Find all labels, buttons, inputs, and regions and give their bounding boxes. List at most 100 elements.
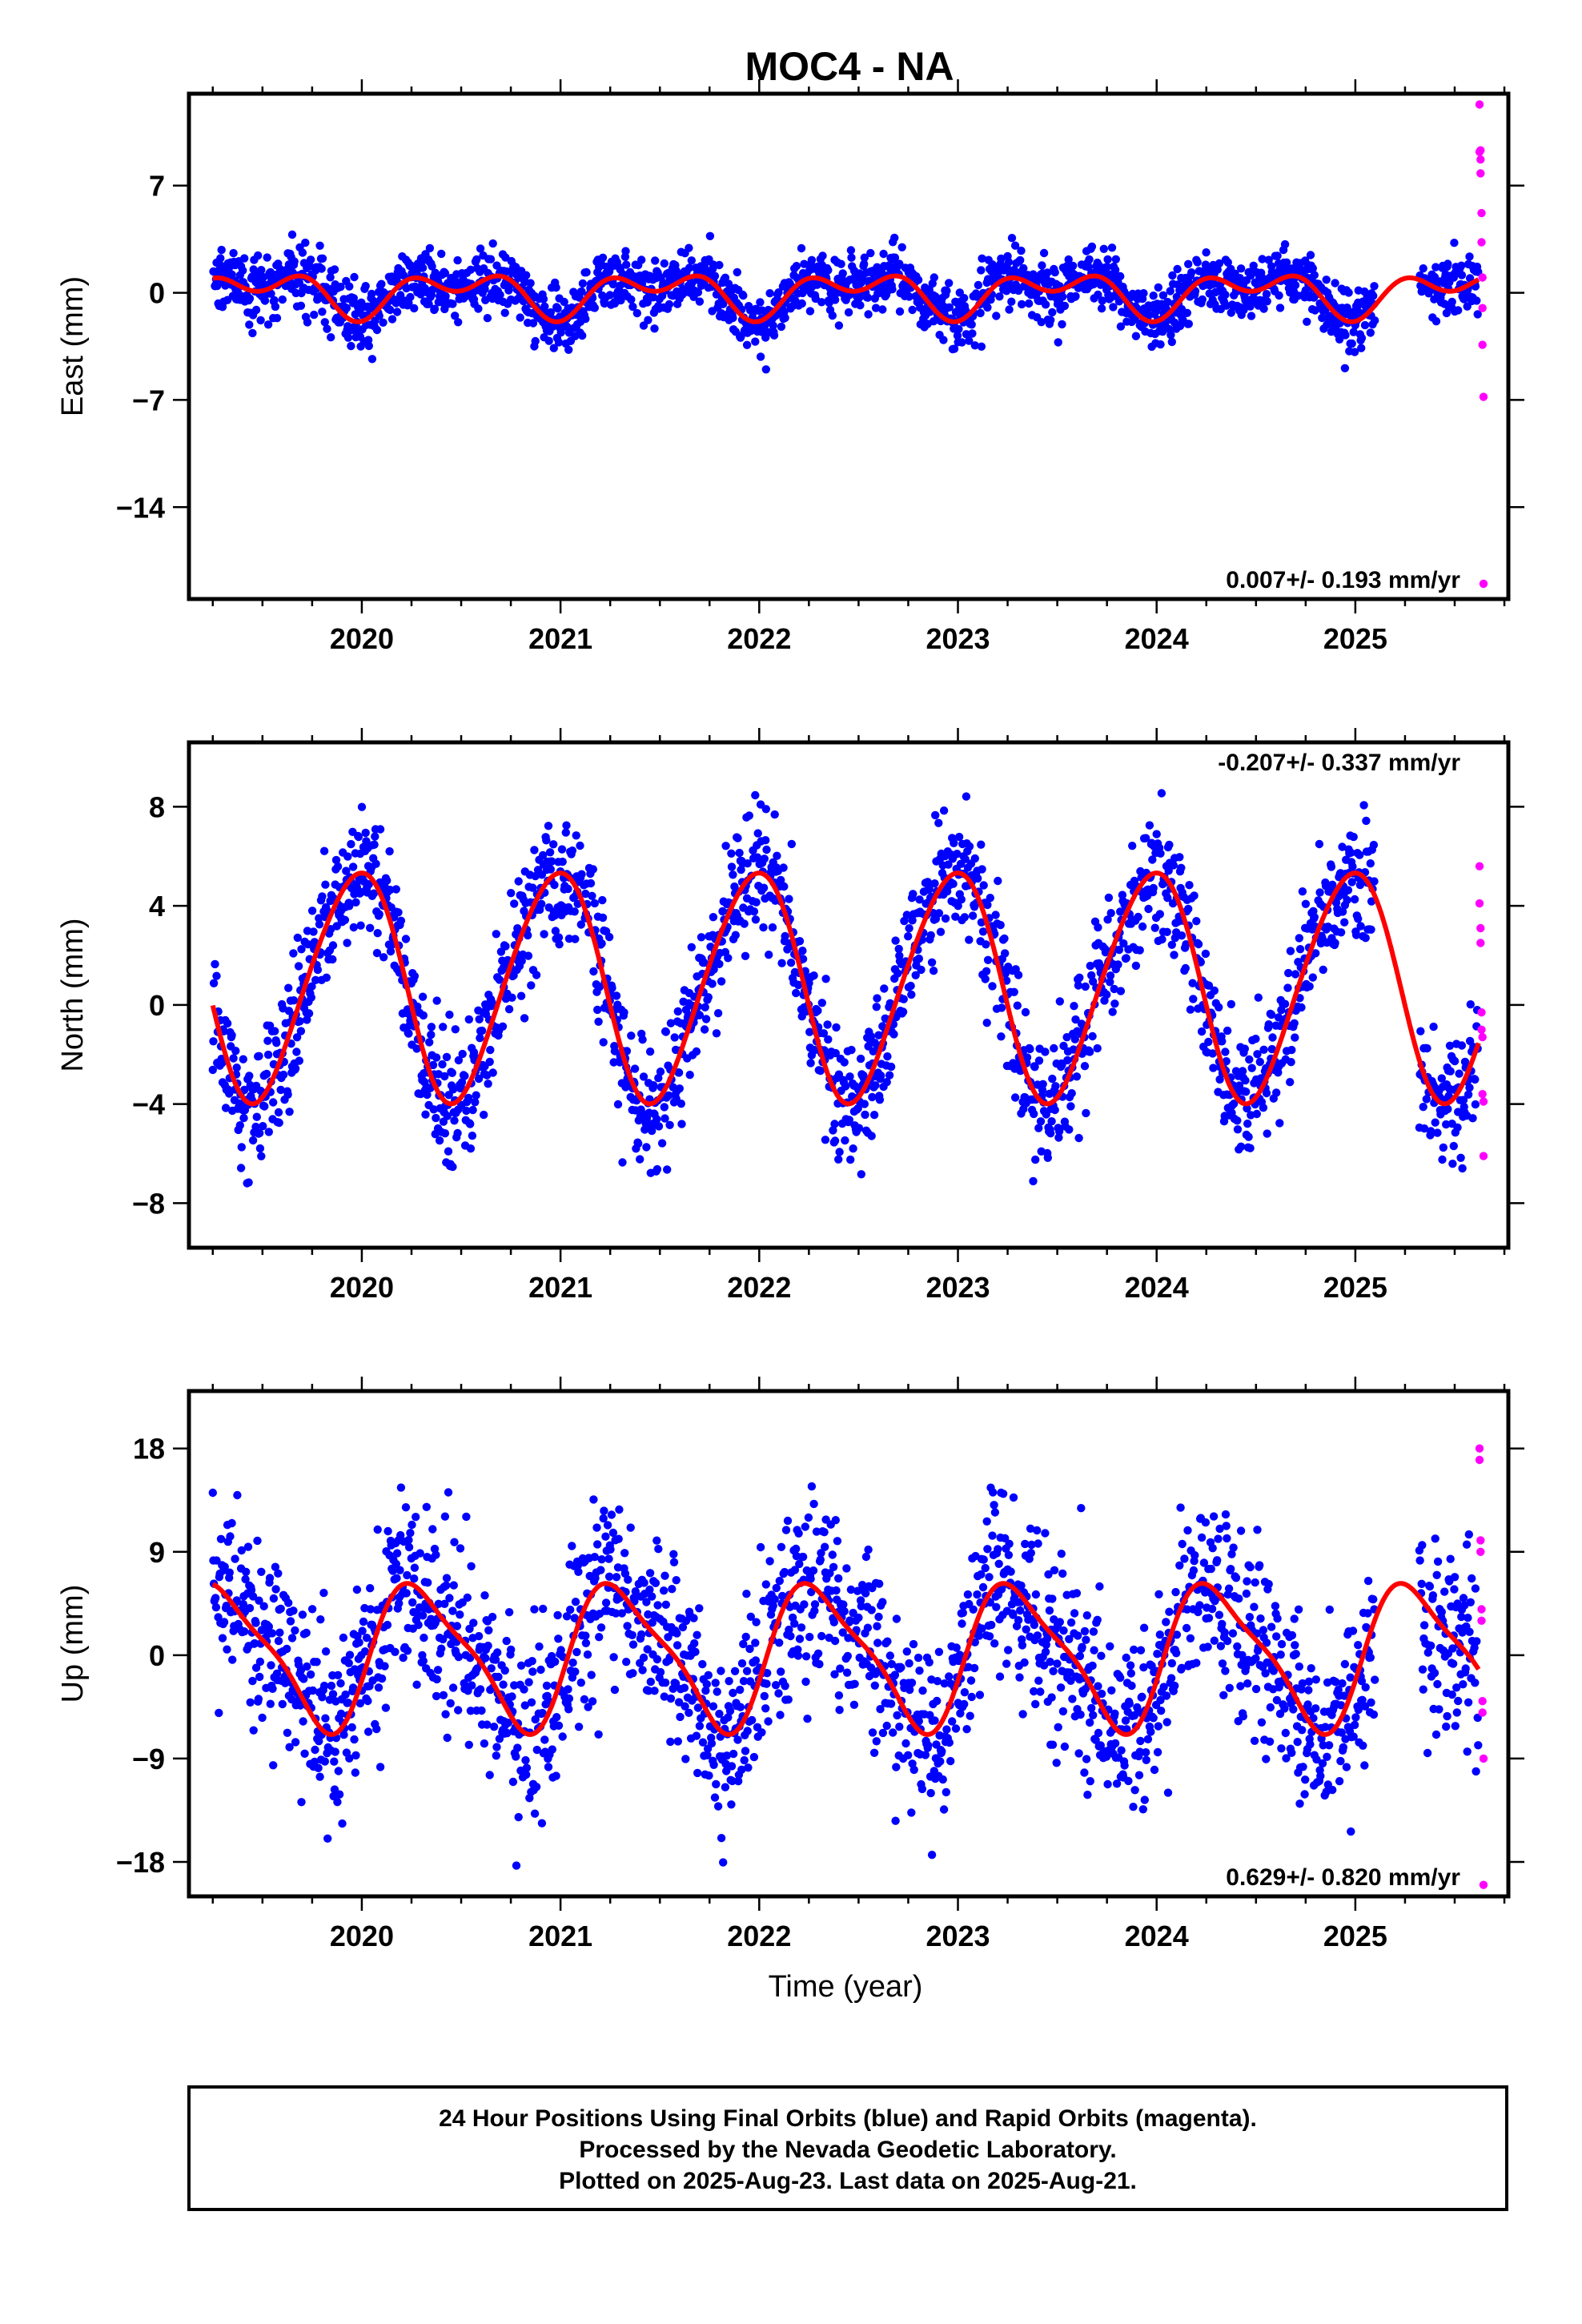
up-final-point: [377, 1674, 387, 1683]
east-final-point: [792, 262, 801, 271]
north-final-point: [845, 1072, 854, 1081]
north-final-point: [1204, 981, 1214, 990]
east-final-point: [239, 266, 247, 275]
up-final-point: [381, 1703, 391, 1712]
north-final-point: [1419, 1103, 1427, 1112]
east-final-point: [1335, 335, 1344, 344]
east-final-point: [1037, 318, 1046, 327]
east-final-point: [871, 304, 881, 312]
north-final-point: [925, 885, 934, 894]
north-final-point: [994, 876, 1002, 886]
east-final-point: [693, 287, 703, 297]
east-final-point: [627, 295, 636, 304]
up-final-point: [269, 1761, 278, 1770]
north-final-point: [1350, 895, 1359, 904]
north-final-point: [396, 916, 406, 926]
north-final-point: [908, 916, 917, 925]
up-final-point: [355, 1638, 363, 1647]
east-final-point: [637, 255, 646, 264]
north-final-point: [484, 1080, 492, 1088]
up-final-point: [592, 1523, 601, 1532]
north-final-point: [508, 993, 516, 1003]
north-final-point: [1021, 1007, 1030, 1017]
north-final-point: [652, 1164, 662, 1174]
up-final-point: [548, 1745, 556, 1754]
up-final-point: [680, 1683, 689, 1692]
east-final-point: [939, 336, 948, 344]
up-final-point: [596, 1566, 605, 1574]
up-final-point: [637, 1630, 646, 1639]
north-final-point: [1029, 1176, 1038, 1186]
north-final-point: [1070, 1035, 1080, 1043]
up-final-point: [661, 1600, 670, 1610]
north-final-point: [1194, 939, 1203, 949]
east-rapid-point: [1476, 146, 1485, 155]
east-final-point: [1259, 304, 1268, 313]
north-final-point: [223, 1019, 232, 1028]
up-final-point: [219, 1618, 229, 1626]
north-final-point: [1204, 1037, 1213, 1047]
north-final-point: [485, 1057, 494, 1067]
north-final-point: [432, 996, 441, 1005]
north-final-point: [1245, 1055, 1254, 1064]
north-final-point: [1468, 1114, 1477, 1123]
east-final-point: [695, 297, 705, 306]
up-final-point: [587, 1671, 596, 1679]
east-final-point: [950, 344, 959, 353]
east-final-point: [605, 291, 614, 300]
east-final-point: [650, 324, 659, 333]
north-final-point: [1054, 1133, 1063, 1142]
north-final-point: [539, 850, 548, 860]
north-final-point: [857, 1170, 866, 1179]
up-final-point: [450, 1538, 459, 1546]
up-final-point: [631, 1587, 640, 1596]
north-final-point: [279, 1070, 288, 1080]
east-final-point: [496, 291, 504, 300]
north-final-point: [1464, 1090, 1473, 1100]
north-final-point: [824, 1035, 833, 1044]
north-final-point: [997, 1003, 1006, 1012]
east-final-point: [256, 316, 265, 325]
north-final-point: [401, 935, 411, 943]
up-final-point: [695, 1604, 704, 1613]
up-final-point: [654, 1545, 663, 1554]
east-final-point: [1167, 337, 1177, 347]
north-final-point: [1243, 1104, 1251, 1113]
north-final-point: [1259, 1045, 1268, 1055]
north-final-point: [834, 1070, 844, 1079]
east-final-point: [1275, 291, 1283, 300]
east-final-point: [688, 279, 697, 287]
east-final-point: [992, 312, 1001, 320]
north-final-point: [654, 1074, 663, 1083]
north-x-tick-label: 2020: [330, 1271, 394, 1304]
east-final-point: [1473, 310, 1482, 319]
north-final-point: [1305, 982, 1314, 991]
north-final-point: [1182, 940, 1191, 949]
north-final-point: [1036, 1117, 1046, 1126]
north-final-point: [232, 1063, 241, 1072]
east-final-point: [476, 244, 485, 253]
north-final-point: [1311, 949, 1320, 958]
up-final-point: [291, 1738, 300, 1747]
east-final-point: [1310, 271, 1319, 279]
east-final-point: [733, 267, 741, 277]
east-final-point: [1166, 287, 1174, 296]
east-final-point: [830, 296, 840, 304]
east-final-point: [347, 341, 355, 351]
north-final-point: [1298, 887, 1307, 896]
north-final-point: [1070, 1002, 1078, 1011]
east-final-point: [263, 253, 271, 262]
north-final-point: [1030, 1063, 1039, 1072]
up-final-point: [484, 1641, 492, 1651]
north-final-point: [1347, 878, 1356, 887]
north-final-point: [639, 1072, 648, 1081]
north-final-point: [1349, 832, 1358, 842]
north-final-point: [1201, 949, 1211, 959]
north-final-point: [823, 1020, 832, 1029]
up-final-point: [666, 1737, 675, 1747]
north-final-point: [1445, 1041, 1455, 1051]
east-final-point: [424, 300, 433, 308]
north-final-point: [1131, 961, 1141, 971]
north-final-point: [453, 1128, 462, 1138]
up-final-point: [283, 1728, 292, 1737]
